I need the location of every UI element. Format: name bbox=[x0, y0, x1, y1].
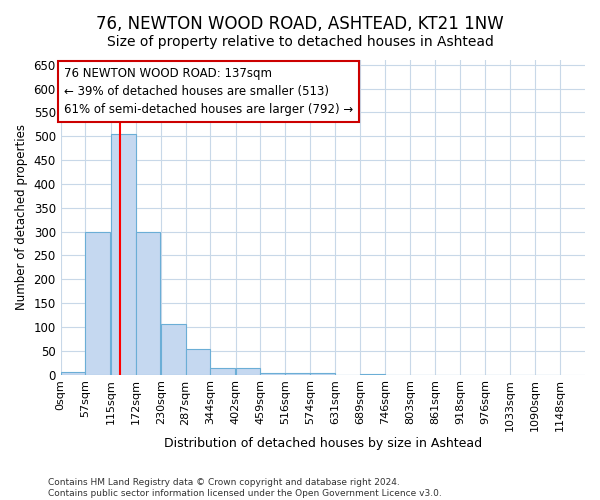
Text: Contains HM Land Registry data © Crown copyright and database right 2024.
Contai: Contains HM Land Registry data © Crown c… bbox=[48, 478, 442, 498]
Bar bbox=[185, 350, 211, 374]
Y-axis label: Number of detached properties: Number of detached properties bbox=[15, 124, 28, 310]
Bar bbox=[310, 373, 335, 374]
Bar bbox=[285, 373, 310, 374]
Text: 76 NEWTON WOOD ROAD: 137sqm
← 39% of detached houses are smaller (513)
61% of se: 76 NEWTON WOOD ROAD: 137sqm ← 39% of det… bbox=[64, 67, 353, 116]
Text: Size of property relative to detached houses in Ashtead: Size of property relative to detached ho… bbox=[107, 35, 493, 49]
Bar bbox=[136, 232, 160, 374]
Bar bbox=[260, 373, 285, 374]
Bar bbox=[85, 232, 110, 374]
Bar bbox=[61, 372, 85, 374]
Bar bbox=[161, 324, 185, 374]
Bar bbox=[236, 368, 260, 374]
Bar bbox=[211, 368, 235, 374]
X-axis label: Distribution of detached houses by size in Ashtead: Distribution of detached houses by size … bbox=[164, 437, 482, 450]
Bar bbox=[111, 134, 136, 374]
Text: 76, NEWTON WOOD ROAD, ASHTEAD, KT21 1NW: 76, NEWTON WOOD ROAD, ASHTEAD, KT21 1NW bbox=[96, 15, 504, 33]
